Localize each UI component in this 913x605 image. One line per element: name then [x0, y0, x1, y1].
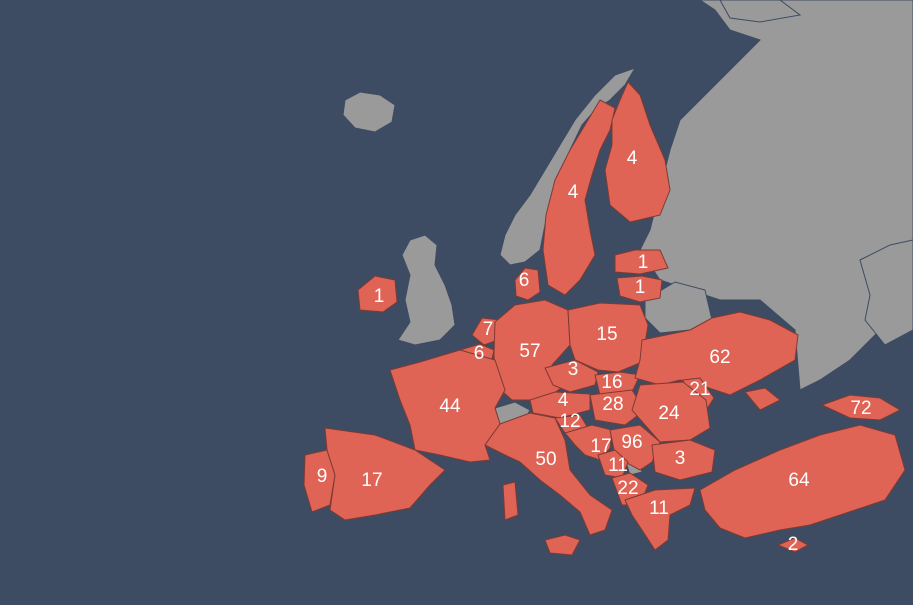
sardinia	[502, 481, 519, 521]
ireland	[357, 275, 398, 313]
label-hungary: 28	[602, 394, 623, 415]
label-bosnia: 11	[608, 455, 628, 476]
poland	[567, 302, 649, 373]
iceland	[342, 91, 396, 133]
greece	[624, 487, 696, 551]
label-sweden: 4	[568, 182, 579, 203]
label-romania: 24	[658, 403, 680, 424]
label-croatia: 17	[590, 436, 611, 457]
label-moldova: 21	[689, 379, 710, 400]
spain	[324, 427, 446, 521]
label-germany: 57	[519, 341, 540, 362]
finland	[604, 81, 671, 223]
label-ireland: 1	[374, 286, 385, 307]
austria	[529, 391, 591, 419]
label-turkey: 64	[788, 470, 810, 491]
label-bulgaria: 3	[675, 448, 686, 469]
label-serbia: 96	[621, 432, 642, 453]
lithuania	[616, 275, 663, 303]
sweden	[542, 99, 616, 296]
norway	[499, 67, 637, 266]
arctic-islands	[719, 0, 802, 23]
label-belgium: 6	[474, 343, 485, 364]
crimea	[744, 387, 781, 411]
label-austria: 4	[558, 390, 569, 411]
label-greece: 11	[649, 498, 669, 519]
label-ukraine: 62	[709, 347, 730, 368]
cyprus	[777, 537, 809, 553]
label-czechia: 3	[568, 359, 579, 380]
label-albania-montenegro: 22	[617, 478, 638, 499]
label-slovakia: 16	[601, 372, 622, 393]
label-slovenia: 12	[559, 411, 580, 432]
label-france: 44	[439, 396, 461, 417]
great-britain	[397, 234, 456, 346]
label-lithuania: 1	[635, 277, 646, 298]
denmark	[514, 267, 541, 301]
label-poland: 15	[596, 324, 617, 345]
czechia	[544, 359, 599, 393]
label-portugal: 9	[317, 466, 328, 487]
latvia	[614, 249, 669, 275]
label-denmark: 6	[519, 270, 530, 291]
ukraine	[634, 311, 799, 396]
hungary	[589, 389, 646, 426]
label-georgia: 72	[850, 398, 871, 419]
label-cyprus: 2	[788, 534, 799, 555]
italy	[484, 412, 613, 536]
bulgaria	[651, 439, 716, 481]
label-spain: 17	[361, 470, 382, 491]
turkey	[699, 424, 906, 539]
sicily	[544, 534, 581, 556]
label-netherlands: 7	[483, 319, 494, 340]
georgia	[821, 394, 901, 421]
label-latvia: 1	[638, 252, 649, 273]
label-italy: 50	[535, 449, 556, 470]
russia-east-coast	[859, 239, 913, 346]
label-finland: 4	[627, 148, 638, 169]
slovakia	[594, 371, 641, 396]
bosnia	[597, 449, 629, 479]
